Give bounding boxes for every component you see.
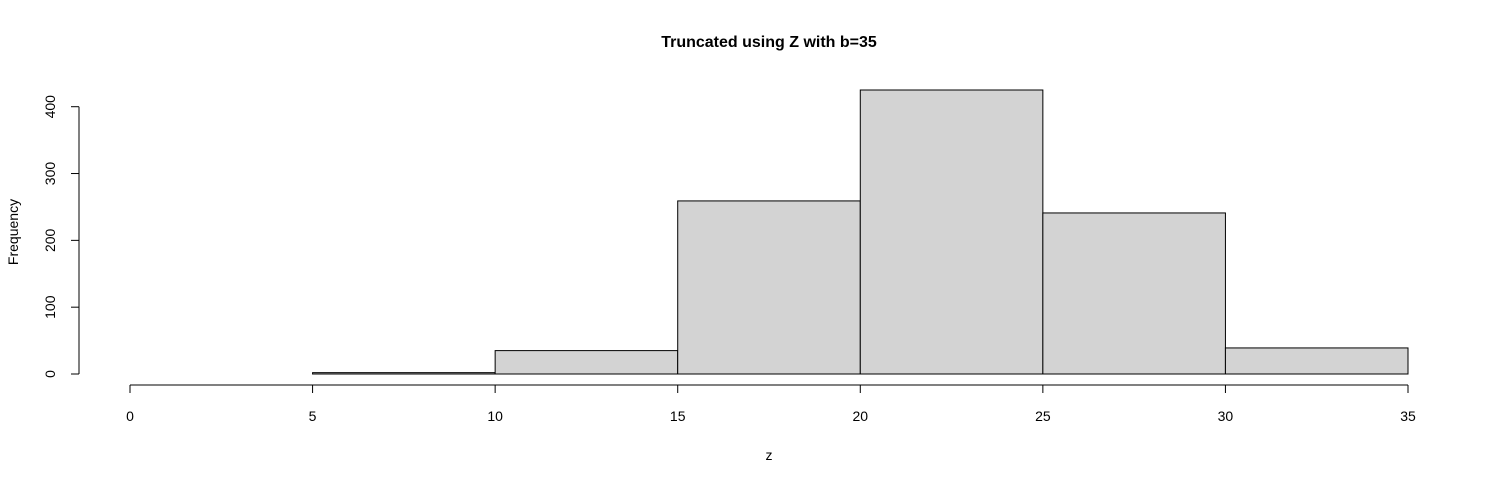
x-tick-label: 30	[1218, 408, 1234, 424]
y-tick-label: 100	[42, 295, 58, 319]
histogram-bar	[1042, 212, 1226, 375]
x-tick-label: 10	[487, 408, 503, 424]
x-axis: 0 5 10 15 20 25 30 35	[126, 384, 1416, 424]
x-tick-label: 15	[670, 408, 686, 424]
x-tick-label: 0	[126, 408, 134, 424]
histogram-bar	[312, 372, 496, 375]
histogram-bar	[677, 200, 861, 375]
y-tick-label: 400	[42, 95, 58, 119]
x-tick-label: 20	[852, 408, 868, 424]
histogram-bar	[494, 350, 679, 375]
chart-title: Truncated using Z with b=35	[661, 34, 877, 51]
y-tick-label: 0	[42, 370, 58, 378]
y-tick-label: 300	[42, 162, 58, 186]
histogram-bar	[1224, 347, 1409, 375]
x-axis-label: z	[766, 447, 773, 463]
histogram-bar	[859, 89, 1044, 375]
y-axis: 0 100 200 300 400	[42, 95, 80, 378]
x-tick-label: 25	[1035, 408, 1051, 424]
x-tick-label: 5	[309, 408, 317, 424]
y-tick-label: 200	[42, 228, 58, 252]
x-tick-label: 35	[1400, 408, 1416, 424]
bars-group	[312, 89, 1409, 375]
y-axis-label: Frequency	[5, 199, 21, 265]
